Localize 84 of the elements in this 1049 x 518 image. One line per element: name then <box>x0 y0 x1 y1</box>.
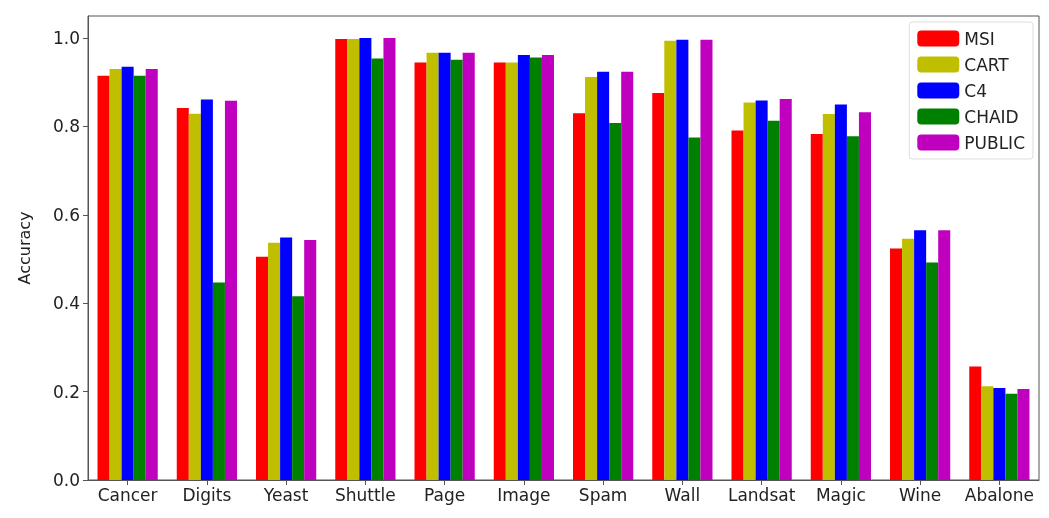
bar <box>731 130 744 480</box>
bar <box>846 136 859 480</box>
bar <box>529 57 542 480</box>
bar <box>609 122 622 480</box>
x-tick-label: Spam <box>578 484 628 505</box>
bar <box>505 62 518 480</box>
bar <box>292 296 305 480</box>
bar <box>493 62 506 480</box>
bar <box>371 58 384 480</box>
bar <box>676 39 689 480</box>
x-tick-label: Magic <box>815 484 866 505</box>
bar <box>926 262 939 480</box>
bar <box>1005 393 1018 480</box>
bar <box>688 137 701 480</box>
bar <box>914 230 927 480</box>
bar <box>133 75 146 480</box>
bar <box>280 237 293 480</box>
bar <box>652 92 665 480</box>
bar <box>517 54 530 480</box>
bar <box>981 386 994 480</box>
bar <box>268 242 281 480</box>
x-tick-label: Image <box>497 484 551 505</box>
bar <box>890 248 903 480</box>
bar <box>585 76 598 480</box>
bar <box>822 114 835 480</box>
bar <box>304 240 317 480</box>
bar <box>541 54 554 480</box>
bar <box>145 69 158 480</box>
y-tick-label: 0.2 <box>52 381 80 402</box>
legend-label: C4 <box>964 80 987 101</box>
x-tick-label: Landsat <box>727 484 796 505</box>
bar <box>200 99 213 480</box>
bar <box>335 38 348 480</box>
bar <box>450 59 463 480</box>
legend-label: CART <box>964 54 1010 75</box>
bar <box>212 282 225 480</box>
bar <box>810 133 823 480</box>
bar <box>573 113 586 480</box>
legend-label: MSI <box>964 28 995 49</box>
x-tick-label: Page <box>424 484 466 505</box>
y-tick-label: 0.4 <box>52 293 80 314</box>
bar <box>700 39 713 480</box>
bar <box>969 366 982 480</box>
bar <box>834 104 847 480</box>
bar <box>597 71 610 480</box>
legend-label: PUBLIC <box>964 132 1026 153</box>
bar <box>426 52 439 480</box>
x-tick-label: Yeast <box>262 484 309 505</box>
bar <box>621 71 634 480</box>
y-tick-label: 1.0 <box>52 28 80 49</box>
bar <box>767 120 780 480</box>
bar <box>97 75 110 480</box>
bar <box>438 52 451 480</box>
legend-label: CHAID <box>964 106 1019 127</box>
bar <box>1017 388 1030 480</box>
bar <box>779 99 792 480</box>
bar <box>414 62 427 480</box>
bar <box>256 256 269 480</box>
y-tick-label: 0.6 <box>52 204 80 225</box>
x-tick-label: Wall <box>664 484 701 505</box>
bar <box>224 100 237 480</box>
x-tick-label: Wine <box>898 484 942 505</box>
bar <box>121 66 134 480</box>
bar <box>993 388 1006 480</box>
bar <box>755 100 768 480</box>
bar <box>347 38 360 480</box>
bar <box>109 69 122 480</box>
x-tick-label: Digits <box>182 484 232 505</box>
x-tick-label: Cancer <box>97 484 158 505</box>
y-tick-label: 0.0 <box>52 470 80 490</box>
bar <box>858 112 871 480</box>
bar <box>383 38 396 480</box>
x-tick-label: Abalone <box>964 484 1034 505</box>
bar <box>176 107 189 480</box>
bar <box>902 238 915 480</box>
bar <box>359 38 372 480</box>
y-tick-label: 0.8 <box>52 116 80 137</box>
bar <box>743 102 756 480</box>
bar <box>188 113 201 480</box>
bar <box>462 52 475 480</box>
bar <box>664 40 677 480</box>
x-tick-label: Shuttle <box>334 484 396 505</box>
bar <box>938 230 951 480</box>
y-axis-title: Accuracy <box>14 211 34 285</box>
